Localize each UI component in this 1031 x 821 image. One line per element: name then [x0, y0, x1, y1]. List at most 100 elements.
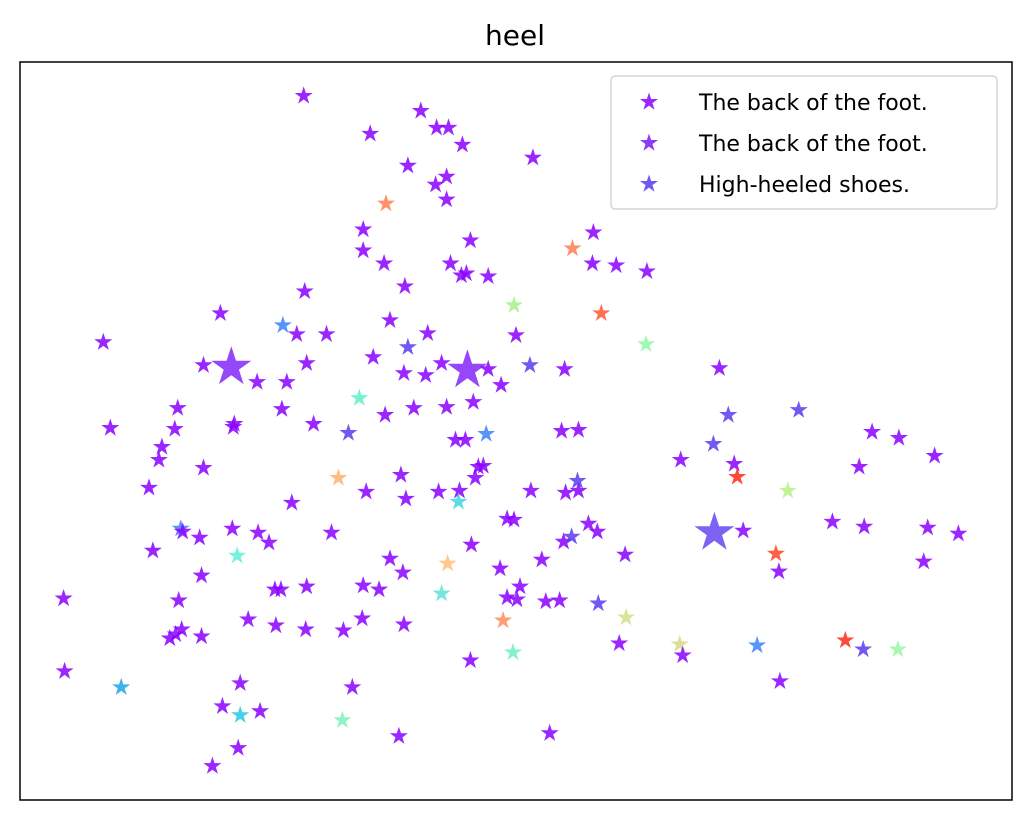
scatter-point	[498, 588, 517, 606]
scatter-point	[477, 424, 496, 442]
scatter-point	[296, 620, 315, 638]
chart-title: heel	[485, 19, 545, 52]
legend-label: High-heeled shoes.	[699, 173, 910, 198]
scatter-point	[556, 483, 575, 501]
legend-marker	[639, 92, 659, 110]
scatter-point	[94, 332, 113, 350]
scatter-point	[532, 550, 551, 568]
scatter-point	[719, 405, 738, 423]
scatter-point	[266, 616, 285, 634]
scatter-point	[380, 549, 400, 567]
scatter-point	[925, 446, 944, 464]
scatter-point	[748, 635, 767, 654]
scatter-point	[469, 457, 488, 475]
highlight-point	[447, 349, 488, 388]
legend: The back of the foot. The back of the foo…	[610, 75, 998, 210]
scatter-point	[432, 584, 451, 602]
scatter-point	[836, 630, 855, 649]
scatter-point	[914, 552, 933, 570]
scatter-point	[503, 642, 523, 661]
scatter-point	[223, 519, 242, 537]
scatter-point	[160, 628, 179, 647]
scatter-point	[376, 405, 395, 423]
scatter-point	[823, 512, 842, 530]
scatter-point	[112, 677, 131, 695]
scatter-point	[492, 375, 511, 393]
scatter-point	[854, 639, 873, 658]
scatter-point	[350, 388, 369, 406]
scatter-point	[101, 418, 120, 436]
scatter-point	[949, 524, 968, 542]
scatter-point	[504, 510, 524, 528]
scatter-point	[464, 392, 483, 410]
scatter-point	[437, 167, 456, 185]
scatter-point	[203, 756, 222, 774]
scatter-point	[394, 615, 413, 633]
scatter-point	[563, 239, 582, 257]
scatter-point	[850, 457, 869, 475]
scatter-point	[554, 532, 573, 550]
scatter-point	[789, 400, 808, 418]
scatter-point	[248, 372, 267, 390]
scatter-point	[393, 563, 412, 581]
scatter-point	[552, 421, 571, 439]
scatter-point	[607, 255, 626, 274]
scatter-point	[479, 359, 498, 377]
scatter-point	[394, 363, 413, 381]
scatter-point	[461, 231, 480, 249]
scatter-point	[194, 355, 213, 373]
scatter-point	[766, 544, 785, 562]
scatter-point	[491, 559, 510, 577]
scatter-point	[213, 696, 232, 714]
scatter-point	[277, 372, 296, 390]
scatter-point	[294, 86, 313, 104]
scatter-point	[173, 522, 192, 540]
highlight-point	[211, 346, 252, 385]
scatter-point	[334, 621, 353, 639]
scatter-point	[333, 710, 352, 728]
scatter-point	[152, 437, 171, 455]
scatter-point	[228, 546, 247, 564]
scatter-point	[376, 194, 396, 212]
scatter-point	[494, 611, 513, 629]
scatter-point	[521, 481, 540, 499]
scatter-point	[251, 701, 270, 719]
scatter-point	[710, 358, 729, 376]
scatter-point	[259, 533, 279, 551]
scatter-point	[441, 254, 460, 272]
scatter-point	[636, 334, 656, 352]
scatter-point	[453, 135, 472, 153]
scatter-point	[404, 398, 423, 416]
scatter-point	[452, 265, 471, 284]
scatter-point	[670, 634, 689, 653]
scatter-point	[225, 414, 244, 432]
scatter-point	[354, 576, 373, 594]
scatter-point	[427, 118, 446, 136]
scatter-point	[192, 566, 211, 584]
scatter-point	[354, 241, 373, 259]
scatter-point	[555, 359, 574, 377]
scatter-point	[239, 610, 258, 628]
scatter-point	[343, 677, 362, 695]
scatter-point	[504, 295, 524, 313]
scatter-point	[520, 355, 539, 373]
scatter-point	[357, 482, 376, 500]
scatter-point	[143, 541, 162, 559]
scatter-point	[589, 594, 608, 612]
scatter-point	[588, 522, 607, 540]
highlight-layer	[211, 346, 735, 550]
scatter-point	[456, 430, 475, 448]
scatter-point	[583, 254, 602, 272]
scatter-point	[171, 519, 190, 537]
scatter-point	[734, 521, 753, 539]
scatter-point	[370, 580, 389, 598]
legend-label: The back of the foot.	[698, 91, 928, 116]
scatter-point	[770, 671, 789, 689]
scatter-point	[889, 428, 908, 446]
scatter-point	[449, 492, 468, 510]
scatter-point	[540, 723, 559, 741]
scatter-point	[673, 645, 692, 664]
scatter-point	[149, 450, 168, 468]
scatter-point	[426, 175, 445, 193]
scatter-point	[166, 624, 185, 643]
